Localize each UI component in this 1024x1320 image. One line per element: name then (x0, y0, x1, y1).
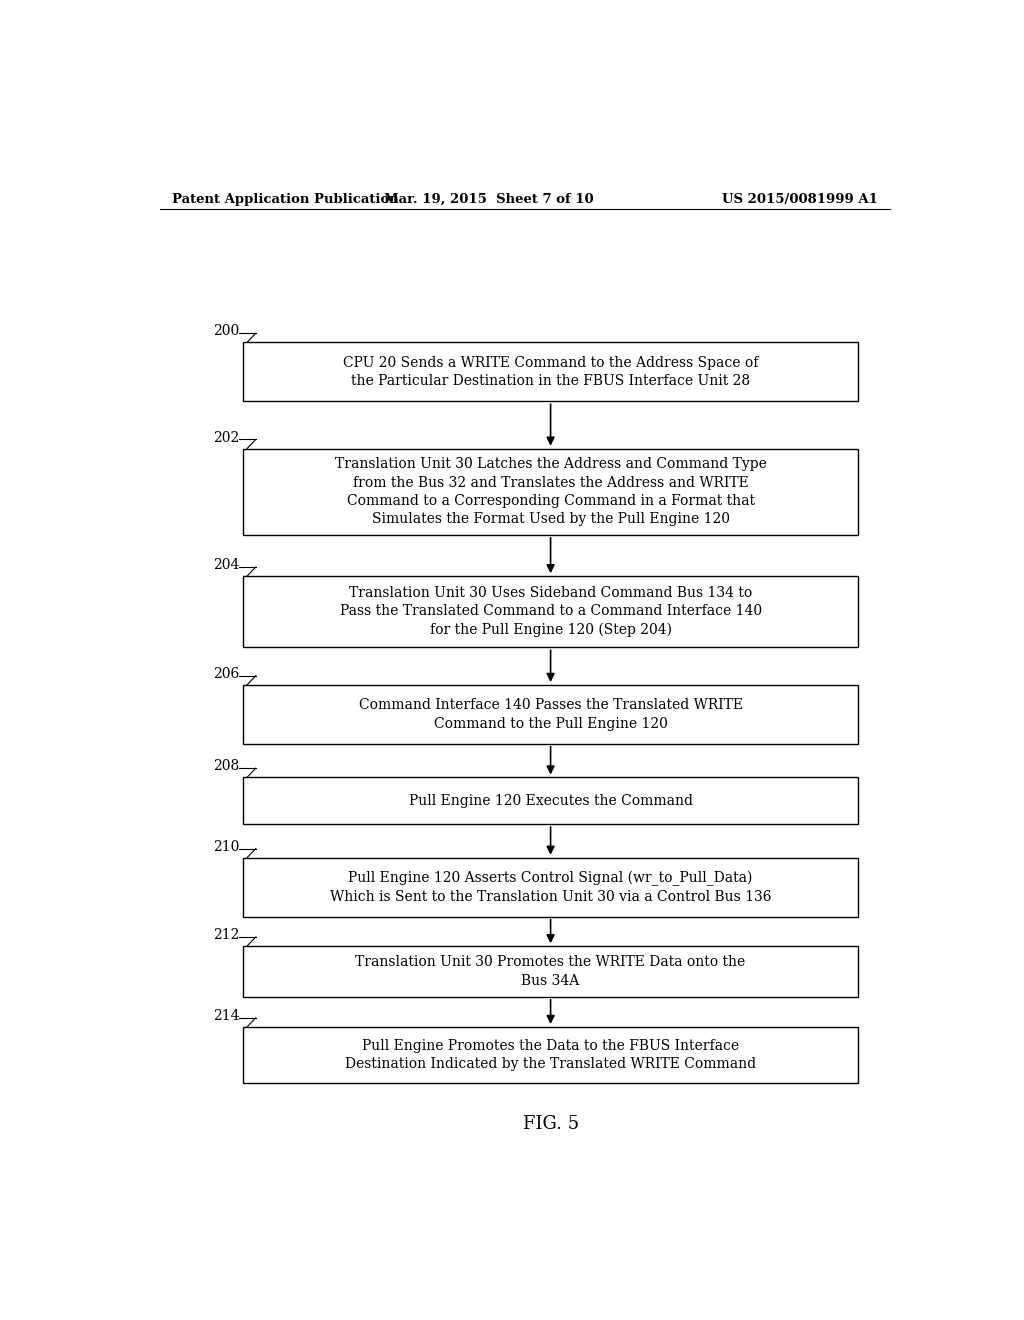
Text: 208: 208 (213, 759, 239, 774)
Text: 206: 206 (213, 667, 239, 681)
Text: Translation Unit 30 Promotes the WRITE Data onto the
Bus 34A: Translation Unit 30 Promotes the WRITE D… (355, 956, 745, 987)
Bar (243, 576, 858, 647)
Text: 204: 204 (213, 558, 239, 572)
Text: 200: 200 (213, 325, 239, 338)
Bar (243, 858, 858, 916)
Text: 214: 214 (213, 1008, 239, 1023)
Bar (243, 685, 858, 744)
Text: Translation Unit 30 Latches the Address and Command Type
from the Bus 32 and Tra: Translation Unit 30 Latches the Address … (335, 457, 767, 527)
Text: Mar. 19, 2015  Sheet 7 of 10: Mar. 19, 2015 Sheet 7 of 10 (384, 193, 594, 206)
Text: FIG. 5: FIG. 5 (522, 1115, 579, 1133)
Text: Pull Engine 120 Asserts Control Signal (wr_to_Pull_Data)
Which is Sent to the Tr: Pull Engine 120 Asserts Control Signal (… (330, 870, 771, 904)
Text: US 2015/0081999 A1: US 2015/0081999 A1 (722, 193, 878, 206)
Text: 210: 210 (213, 840, 239, 854)
Text: CPU 20 Sends a WRITE Command to the Address Space of
the Particular Destination : CPU 20 Sends a WRITE Command to the Addr… (343, 355, 759, 388)
Text: Patent Application Publication: Patent Application Publication (172, 193, 398, 206)
Text: Pull Engine 120 Executes the Command: Pull Engine 120 Executes the Command (409, 793, 692, 808)
Text: 212: 212 (213, 928, 239, 942)
Text: Command Interface 140 Passes the Translated WRITE
Command to the Pull Engine 120: Command Interface 140 Passes the Transla… (358, 698, 742, 730)
Bar (243, 449, 858, 535)
Text: 202: 202 (213, 430, 239, 445)
Bar (243, 342, 858, 401)
Bar (243, 777, 858, 824)
Bar (243, 1027, 858, 1082)
Text: Translation Unit 30 Uses Sideband Command Bus 134 to
Pass the Translated Command: Translation Unit 30 Uses Sideband Comman… (340, 586, 762, 638)
Bar (243, 946, 858, 997)
Text: Pull Engine Promotes the Data to the FBUS Interface
Destination Indicated by the: Pull Engine Promotes the Data to the FBU… (345, 1039, 756, 1071)
